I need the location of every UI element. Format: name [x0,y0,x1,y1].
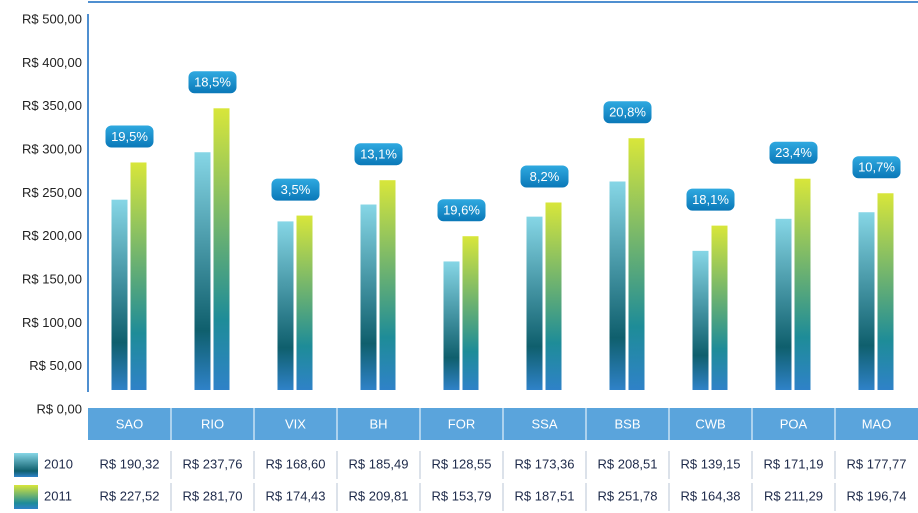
category-label: FOR [448,416,475,431]
legend-label: 2011 [44,488,72,503]
bar [194,152,211,390]
table-cell: R$ 251,78 [598,488,658,503]
growth-label: 10,7% [858,160,895,175]
table-cell: R$ 128,55 [432,456,492,471]
growth-label: 19,5% [111,129,148,144]
growth-callout [271,178,320,201]
bar [462,236,479,390]
bar [858,212,875,390]
table-cell: R$ 174,43 [266,488,326,503]
bar [277,221,294,390]
bar [526,216,543,390]
y-axis-label: R$ 150,00 [22,271,82,286]
growth-label: 18,5% [194,75,231,90]
growth-callout [852,156,901,179]
y-axis-label: R$ 500,00 [22,11,82,26]
bar [877,193,894,390]
y-axis-label: R$ 400,00 [22,55,82,70]
table-cell: R$ 168,60 [266,456,326,471]
y-axis-label: R$ 200,00 [22,228,82,243]
bar [443,261,460,390]
growth-label: 20,8% [609,105,646,120]
category-label: POA [780,416,808,431]
table-cell: R$ 208,51 [598,456,658,471]
bar [379,180,396,390]
table-cell: R$ 164,38 [681,488,741,503]
category-label: RIO [201,416,224,431]
category-label: SSA [531,416,557,431]
y-axis-label: R$ 50,00 [29,358,82,373]
y-axis-label: R$ 250,00 [22,185,82,200]
growth-callout [437,199,486,222]
legend-label: 2010 [44,456,73,471]
bar [296,215,313,390]
table-cell: R$ 196,74 [847,488,907,503]
bar [609,181,626,390]
table-cell: R$ 187,51 [515,488,575,503]
table-cell: R$ 177,77 [847,456,907,471]
y-axis-label: R$ 0,00 [36,401,82,416]
table-cell: R$ 139,15 [681,456,741,471]
growth-label: 19,6% [443,203,480,218]
bar [775,218,792,390]
bar [628,138,645,390]
category-label: MAO [862,416,892,431]
table-cell: R$ 281,70 [183,488,243,503]
y-axis-label: R$ 100,00 [22,315,82,330]
bar [213,108,230,391]
table-cell: R$ 173,36 [515,456,575,471]
category-label: BH [369,416,387,431]
table-cell: R$ 185,49 [349,456,409,471]
bar [130,162,147,390]
table-cell: R$ 211,29 [764,488,823,503]
y-axis-label: R$ 350,00 [22,98,82,113]
bar [794,178,811,390]
growth-label: 18,1% [692,192,729,207]
bar [545,202,562,390]
growth-callout [769,141,818,164]
growth-label: 3,5% [281,182,311,197]
table-cell: R$ 237,76 [183,456,243,471]
table-cell: R$ 171,19 [764,456,824,471]
growth-label: 23,4% [775,145,812,160]
growth-callout [354,143,403,166]
category-label: SAO [116,416,143,431]
table-cell: R$ 153,79 [432,488,492,503]
growth-callout [188,71,237,94]
y-axis-label: R$ 300,00 [22,141,82,156]
growth-callout [105,125,154,148]
growth-callout [603,101,652,124]
legend-swatch [14,485,38,509]
table-cell: R$ 209,81 [349,488,409,503]
category-label: VIX [285,416,306,431]
growth-callout [520,165,569,188]
legend-swatch [14,453,38,477]
growth-label: 8,2% [530,169,560,184]
bar [711,225,728,390]
category-label: BSB [614,416,640,431]
bar [692,250,709,390]
table-cell: R$ 227,52 [100,488,160,503]
growth-callout [686,188,735,211]
category-label: CWB [695,416,725,431]
bar [360,204,377,390]
growth-label: 13,1% [360,147,397,162]
bar [111,199,128,390]
table-cell: R$ 190,32 [100,456,160,471]
